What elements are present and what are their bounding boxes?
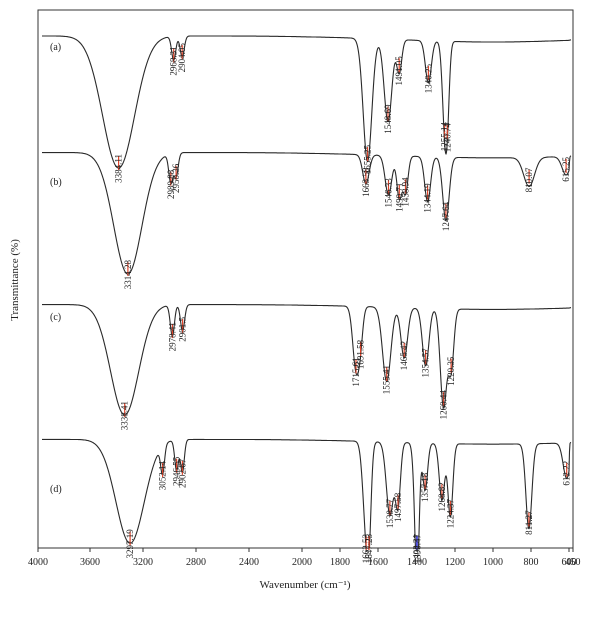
- peak-label: 1490.71: [394, 183, 404, 212]
- peak-label: 1354.57: [421, 348, 431, 378]
- peak-label: 1655.25: [363, 145, 373, 175]
- peak-label: 810.07: [524, 167, 534, 192]
- peak-label: 3338.41: [120, 401, 130, 430]
- peak-label: 1497.58: [393, 492, 403, 522]
- spectrum-line: [41, 35, 572, 169]
- y-axis-title: Transmittance (%): [9, 239, 21, 321]
- peak-label: 3314.28: [123, 260, 133, 290]
- peak-label: 2989.88: [166, 169, 176, 199]
- peak-label: 1647.25: [364, 534, 374, 564]
- peak-label: 1715.61: [351, 357, 361, 386]
- x-tick-label: 2000: [292, 557, 312, 568]
- peak-label: 1662.53: [361, 534, 371, 564]
- peak-label: 3297.19: [125, 529, 135, 559]
- peak-label: 1220.35: [446, 356, 456, 386]
- x-tick-label: 600: [562, 557, 577, 568]
- x-axis-title: Wavenumber (cm⁻¹): [260, 579, 351, 591]
- peak-label: 1465.42: [399, 341, 409, 370]
- peak-label: 1247.64: [441, 201, 451, 231]
- peak-label: 1546.33: [384, 178, 394, 208]
- peak-label: 1268.82: [437, 482, 447, 511]
- peak-label: 1224.37: [445, 499, 455, 529]
- peak-label: 3384.11: [114, 154, 124, 183]
- x-tick-label: 3200: [133, 557, 153, 568]
- peak-label: 1240.74: [442, 123, 452, 153]
- peak-label: 1491.05: [394, 56, 404, 86]
- spectra-group: [41, 35, 572, 549]
- x-tick-label: 1000: [483, 557, 503, 568]
- x-tick-label: 1400: [407, 557, 427, 568]
- spectrum-line: [41, 304, 572, 416]
- x-tick-label: 3600: [80, 557, 100, 568]
- spectrum-line: [41, 152, 572, 275]
- peak-label: 2902.67: [177, 458, 187, 488]
- x-tick-label: 2400: [239, 557, 259, 568]
- spectrum-label: (d): [50, 484, 62, 495]
- peak-label: 2950.36: [171, 163, 181, 193]
- spectrum-label: (b): [50, 177, 62, 188]
- x-tick-label: 2800: [186, 557, 206, 568]
- x-tick-label: 800: [524, 557, 539, 568]
- peak-label: 2946.55: [172, 456, 182, 486]
- peak-label: 612.22: [562, 461, 572, 486]
- x-axis: 4000 3600 3200 2800 2400 2000 1800 1600 1400 1200…: [28, 548, 581, 568]
- peak-label: 2901.5: [178, 317, 188, 342]
- peak-label: 3052.14: [158, 461, 168, 491]
- peak-label: 1663.58: [361, 167, 371, 197]
- peak-label: 1555.41: [382, 365, 392, 394]
- peak-label: 1340.25: [423, 64, 433, 94]
- peak-label: 2904.05: [177, 43, 187, 73]
- spectrum-line: [41, 438, 572, 549]
- peak-label: 2968.31: [169, 46, 179, 75]
- peak-label: 1538.77: [385, 498, 395, 528]
- plot-frame: [37, 9, 574, 549]
- spectrum-label: (c): [50, 312, 61, 323]
- peak-label: 615.25: [561, 157, 571, 182]
- x-tick-label: 4000: [28, 557, 48, 568]
- peak-label: 1260.44: [439, 390, 449, 420]
- peak-label: 1691.58: [356, 339, 366, 369]
- x-tick-label: 1800: [330, 557, 350, 568]
- peak-label: 1344.19: [423, 183, 433, 213]
- x-tick-label: 1600: [368, 557, 388, 568]
- x-tick-label: 450: [566, 557, 581, 568]
- peak-label: 1458.94: [401, 177, 411, 207]
- peak-label: 1548.69: [383, 104, 393, 134]
- spectrum-label: (a): [50, 42, 61, 53]
- peak-label: 1357.18: [420, 472, 430, 502]
- x-tick-label: 1200: [445, 557, 465, 568]
- peak-label: 1255.14: [440, 122, 450, 152]
- peak-label: 811.27: [524, 510, 534, 535]
- peak-label: 2978.41: [167, 322, 177, 351]
